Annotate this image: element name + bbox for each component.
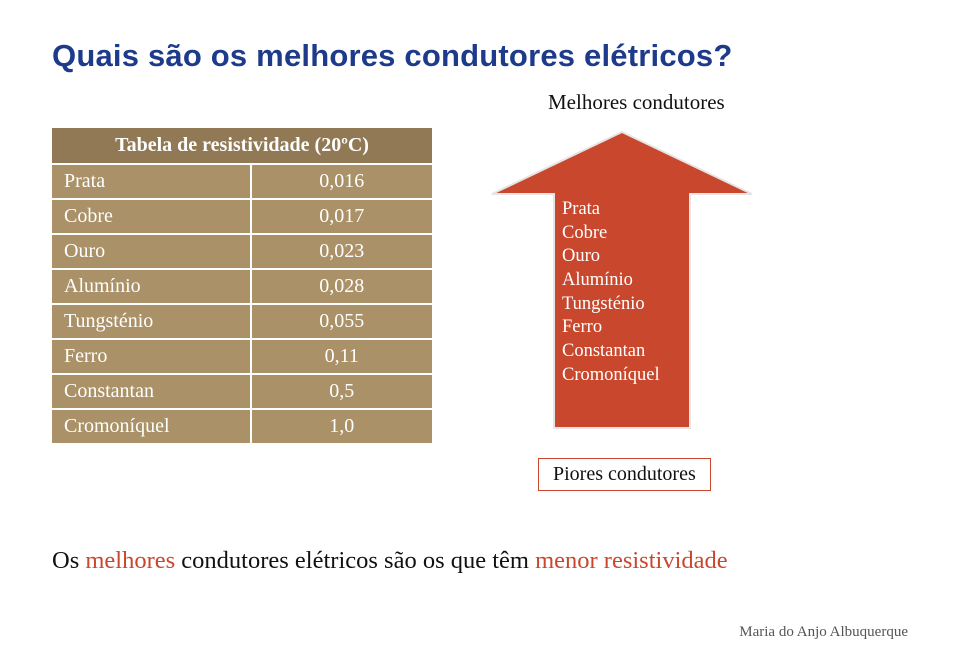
material-cell: Constantan	[52, 375, 250, 408]
author-footer: Maria do Anjo Albuquerque	[739, 624, 908, 641]
value-cell: 0,11	[250, 340, 432, 373]
table-row: Prata 0,016	[52, 163, 432, 198]
highlight-lower-resistivity: menor resistividade	[535, 547, 728, 574]
value-cell: 0,055	[250, 305, 432, 338]
highlight-best: melhores	[85, 547, 175, 574]
table-row: Ouro 0,023	[52, 233, 432, 268]
best-conductors-label: Melhores condutores	[548, 90, 725, 115]
material-cell: Alumínio	[52, 270, 250, 303]
arrow-item: Cromoníquel	[562, 364, 660, 388]
text-part: Os	[52, 547, 85, 574]
arrow-item: Alumínio	[562, 269, 660, 293]
value-cell: 0,017	[250, 200, 432, 233]
table-row: Cromoníquel 1,0	[52, 408, 432, 443]
table-row: Ferro 0,11	[52, 338, 432, 373]
value-cell: 0,028	[250, 270, 432, 303]
value-cell: 0,5	[250, 375, 432, 408]
arrow-column: Melhores condutores Prata Cobre Ouro Alu…	[480, 128, 830, 443]
arrow-material-list: Prata Cobre Ouro Alumínio Tungsténio Fer…	[562, 198, 660, 387]
arrow-item: Constantan	[562, 340, 660, 364]
arrow-item: Ferro	[562, 316, 660, 340]
material-cell: Ouro	[52, 235, 250, 268]
conclusion-text: Os melhores condutores elétricos são os …	[52, 547, 728, 575]
material-cell: Ferro	[52, 340, 250, 373]
material-cell: Cobre	[52, 200, 250, 233]
material-cell: Prata	[52, 165, 250, 198]
resistivity-table: Tabela de resistividade (20ºC) Prata 0,0…	[52, 128, 432, 443]
worst-conductors-label: Piores condutores	[538, 458, 711, 491]
material-cell: Cromoníquel	[52, 410, 250, 443]
arrow-item: Cobre	[562, 222, 660, 246]
table-row: Alumínio 0,028	[52, 268, 432, 303]
arrow-item: Tungsténio	[562, 293, 660, 317]
value-cell: 0,016	[250, 165, 432, 198]
arrow-item: Prata	[562, 198, 660, 222]
value-cell: 1,0	[250, 410, 432, 443]
material-cell: Tungsténio	[52, 305, 250, 338]
table-row: Tungsténio 0,055	[52, 303, 432, 338]
text-part: condutores elétricos são os que têm	[175, 547, 535, 574]
main-content: Tabela de resistividade (20ºC) Prata 0,0…	[52, 128, 908, 443]
value-cell: 0,023	[250, 235, 432, 268]
arrow-item: Ouro	[562, 245, 660, 269]
table-row: Cobre 0,017	[52, 198, 432, 233]
arrow-diagram: Prata Cobre Ouro Alumínio Tungsténio Fer…	[480, 128, 800, 440]
table-header: Tabela de resistividade (20ºC)	[52, 128, 432, 163]
page-title: Quais são os melhores condutores elétric…	[52, 38, 908, 74]
table-row: Constantan 0,5	[52, 373, 432, 408]
